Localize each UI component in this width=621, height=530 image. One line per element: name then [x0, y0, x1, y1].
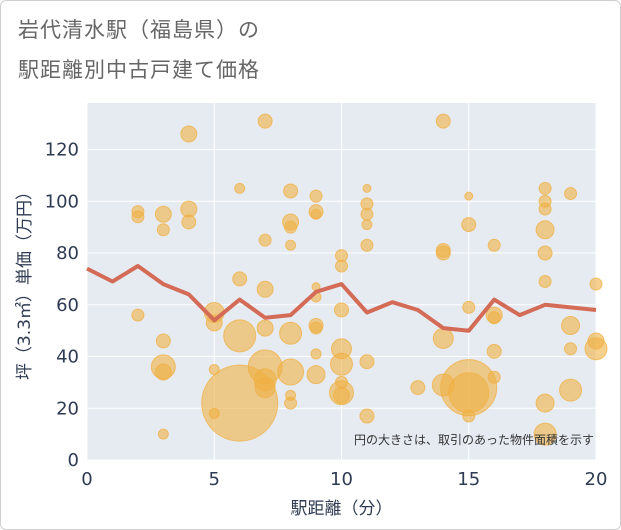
bubble-point [564, 187, 578, 201]
y-tick-label: 0 [68, 450, 79, 471]
y-axis-ticks: 0 20 40 60 80 100 120 [45, 140, 79, 471]
bubble-point [464, 191, 474, 201]
bubble-point [154, 205, 172, 223]
bubble-point [256, 319, 274, 337]
x-tick-label: 20 [585, 469, 608, 490]
bubble-point [487, 238, 501, 252]
y-tick-label: 80 [56, 243, 79, 264]
bubble-point [360, 238, 374, 252]
bubble-point [333, 386, 350, 404]
bubble-point [234, 182, 246, 194]
bubble-point [283, 183, 299, 199]
bubble-point [487, 370, 501, 384]
bubble-point [257, 113, 273, 129]
x-tick-label: 10 [330, 469, 353, 490]
bubble-point [258, 233, 272, 247]
bubble-point [335, 259, 348, 273]
bubble-point [535, 220, 555, 240]
bubble-point [154, 363, 172, 381]
bubble-point [435, 113, 451, 129]
bubble-point [156, 223, 170, 237]
bubble-point [359, 354, 375, 370]
bubble-point [538, 202, 552, 216]
bubble-point [155, 333, 171, 349]
bubble-point [279, 321, 303, 345]
bubble-point [131, 210, 145, 224]
bubble-point [564, 342, 578, 356]
bubble-point [538, 181, 552, 195]
bubble-point [310, 348, 322, 360]
bubble-point [306, 365, 326, 385]
average-price-line [86, 264, 597, 333]
bubble-point [584, 337, 608, 361]
bubble-point [589, 277, 603, 291]
bubble-point [223, 319, 257, 353]
bubble-point [131, 308, 145, 322]
bubble-point [277, 358, 305, 386]
bubble-point [254, 377, 276, 399]
bubble-point [310, 208, 322, 220]
bubble-point [359, 408, 375, 424]
bubble-series [131, 113, 608, 446]
bubble-point [181, 214, 197, 230]
x-tick-label: 15 [457, 469, 480, 490]
x-tick-label: 5 [209, 469, 220, 490]
y-tick-label: 20 [56, 398, 79, 419]
y-tick-label: 60 [56, 295, 79, 316]
bubble-point [559, 378, 583, 402]
y-tick-label: 40 [56, 347, 79, 368]
bubble-point [284, 220, 298, 234]
bubble-point [284, 396, 298, 410]
x-tick-label: 0 [81, 469, 92, 490]
bubble-point [535, 393, 555, 413]
bubble-point [461, 217, 477, 233]
bubble-point [448, 372, 490, 414]
bubble-point [362, 183, 372, 193]
bubble-point [432, 327, 454, 349]
bubble-point [285, 239, 297, 251]
bubble-point [410, 380, 426, 396]
y-axis-label: 坪（3.3㎡）単価（万円） [15, 183, 35, 380]
bubble-point [462, 409, 476, 423]
bubble-point [334, 302, 349, 318]
bubble-point [361, 219, 373, 231]
x-axis-ticks: 0 5 10 15 20 [81, 469, 607, 490]
bubble-point [157, 428, 169, 440]
x-axis-label: 駅距離（分） [291, 499, 393, 519]
bubble-point [561, 315, 581, 335]
bubble-point [330, 352, 353, 376]
bubble-point [538, 275, 552, 288]
bubble-point [533, 422, 557, 446]
size-annotation: 円の大きさは、取引のあった物件面積を示す [354, 432, 594, 447]
bubble-point [256, 280, 274, 298]
chart-title-line-2: 駅距離別中古戸建て価格 [18, 58, 260, 82]
bubble-point [180, 125, 198, 143]
bubble-point [309, 189, 323, 203]
chart-title-line-1: 岩代清水駅（福島県）の [18, 18, 260, 42]
y-tick-label: 100 [45, 191, 79, 212]
bubble-point [537, 245, 553, 261]
bubble-point [360, 207, 374, 221]
bubble-point [309, 321, 323, 335]
bubble-point [487, 311, 501, 325]
bubble-point [486, 343, 502, 359]
bubble-point [435, 245, 451, 261]
bubble-point [462, 300, 476, 314]
y-tick-label: 120 [45, 140, 79, 161]
bubble-point [232, 271, 248, 287]
